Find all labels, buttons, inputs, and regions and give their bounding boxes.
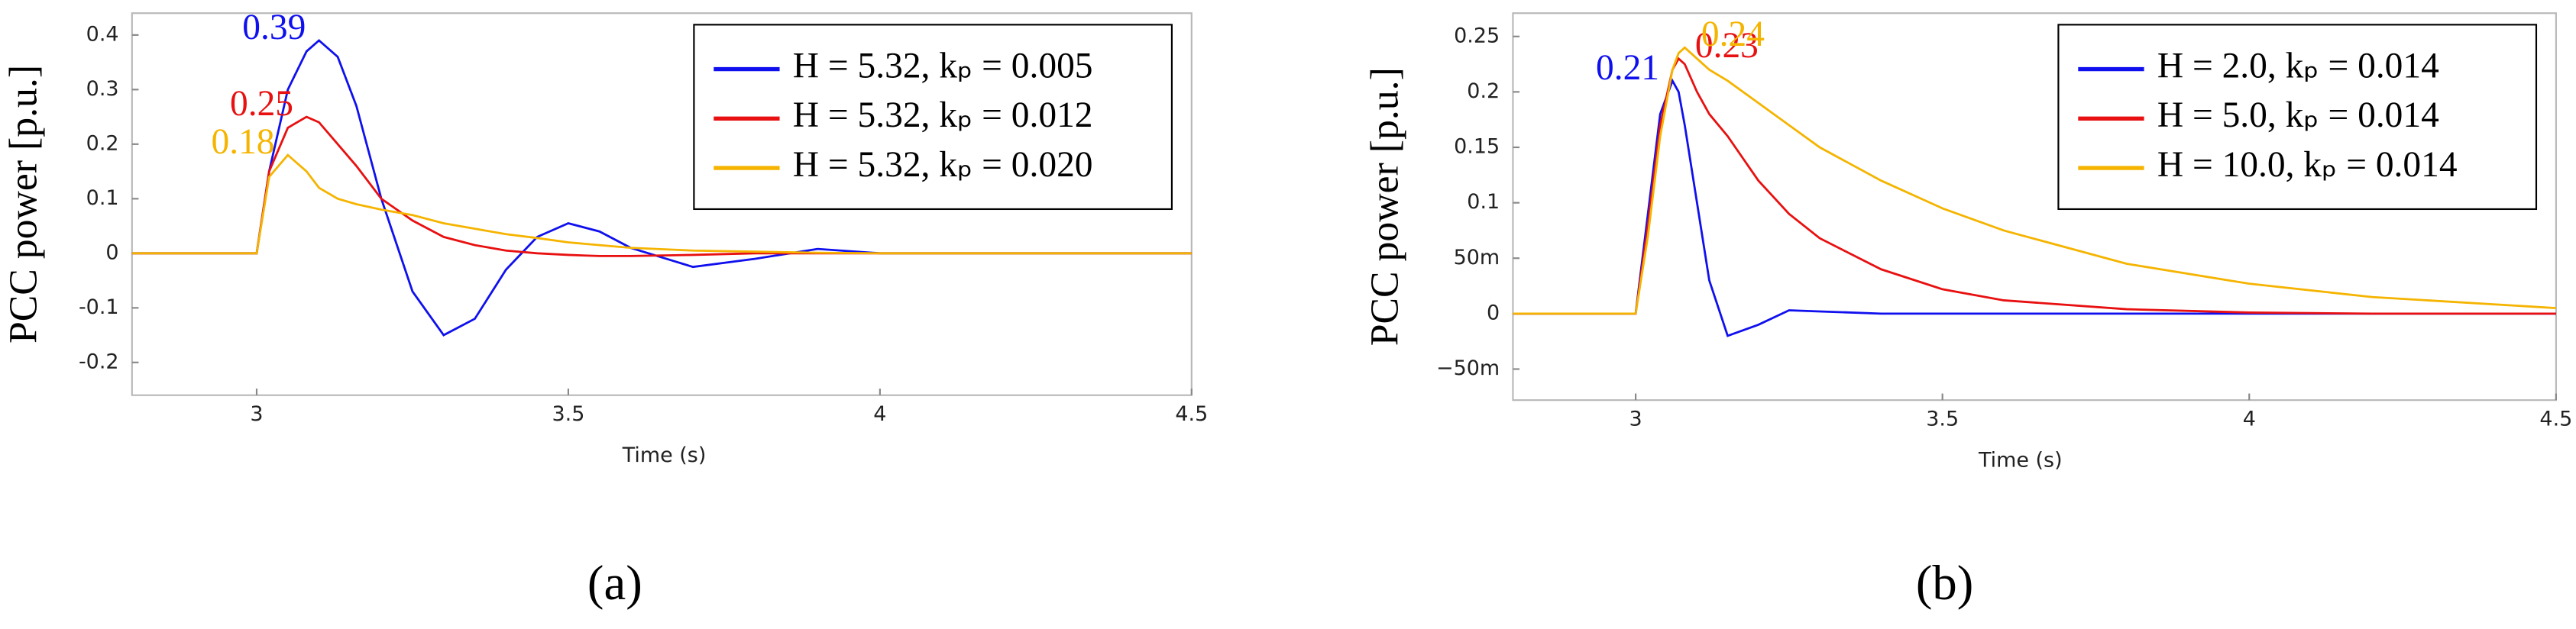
y-tick-label: -0.2 <box>79 350 119 373</box>
x-tick-label: 4.5 <box>1175 402 1208 426</box>
x-tick-label: 3 <box>250 402 263 426</box>
y-tick-label: −50m <box>1436 356 1500 380</box>
x-tick-label: 4 <box>2243 408 2256 431</box>
x-tick-label: 4.5 <box>2539 408 2572 431</box>
x-axis-label: Time (s) <box>622 444 707 467</box>
y-tick-label: -0.1 <box>79 295 119 319</box>
y-tick-label: 0.2 <box>86 131 119 155</box>
panel-label: (b) <box>1916 555 1973 610</box>
y-tick-label: 0.4 <box>86 22 119 46</box>
x-axis-label: Time (s) <box>1978 448 2063 472</box>
peak-annotation: 0.25 <box>230 84 293 124</box>
series-line <box>131 153 1192 255</box>
y-tick-label: 0.15 <box>1454 135 1500 159</box>
legend-label: H = 5.32, kₚ = 0.012 <box>793 95 1093 135</box>
peak-annotation: 0.18 <box>212 122 275 162</box>
legend-label: H = 5.0, kₚ = 0.014 <box>2157 95 2439 135</box>
y-tick-label: 0.1 <box>86 186 119 210</box>
x-tick-label: 3.5 <box>552 402 584 426</box>
legend: H = 5.32, kₚ = 0.005 H = 5.32, kₚ = 0.012… <box>693 24 1173 211</box>
peak-annotation: 0.23 <box>1695 26 1759 66</box>
legend-label: H = 10.0, kₚ = 0.014 <box>2157 145 2458 185</box>
legend-label: H = 5.32, kₚ = 0.005 <box>793 46 1093 85</box>
x-tick-label: 4 <box>873 402 886 426</box>
y-tick-label: 0.2 <box>1467 79 1500 103</box>
panel-label: (a) <box>587 555 642 610</box>
y-tick-label: 50m <box>1454 246 1500 269</box>
peak-annotation: 0.21 <box>1596 48 1659 88</box>
y-axis-label: PCC power [p.u.] <box>2 65 46 344</box>
y-tick-label: 0 <box>105 240 118 264</box>
legend-label: H = 5.32, kₚ = 0.020 <box>793 145 1093 185</box>
y-tick-label: 0.3 <box>86 77 119 101</box>
series-line <box>1513 78 2556 337</box>
peak-annotation: 0.39 <box>242 8 306 47</box>
legend-label: H = 2.0, kₚ = 0.014 <box>2157 46 2439 85</box>
y-tick-label: 0.1 <box>1467 190 1500 214</box>
legend: H = 2.0, kₚ = 0.014 H = 5.0, kₚ = 0.014 H … <box>2057 24 2538 211</box>
peak-annotation: 0.24 <box>1701 15 1765 54</box>
x-tick-label: 3.5 <box>1926 408 1959 431</box>
x-tick-label: 3 <box>1629 408 1642 431</box>
series-line <box>1513 56 2556 315</box>
y-axis-label: PCC power [p.u.] <box>1363 67 1406 346</box>
series-line <box>131 115 1192 257</box>
series-line <box>1513 46 2556 315</box>
y-tick-label: 0 <box>1487 301 1500 324</box>
series-line <box>131 39 1192 337</box>
y-tick-label: 0.25 <box>1454 24 1500 47</box>
